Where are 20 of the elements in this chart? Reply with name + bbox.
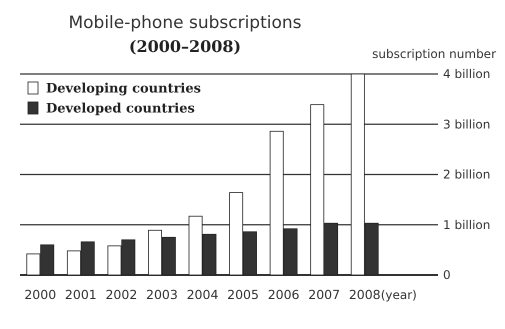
x-tick-label: 2005 bbox=[227, 287, 259, 302]
x-tick-label: 2002 bbox=[105, 287, 138, 302]
x-tick-label: 2008 bbox=[348, 287, 381, 302]
legend-label: Developed countries bbox=[46, 102, 195, 117]
y-tick-label: 4 billion bbox=[443, 67, 490, 82]
y-tick-label: 1 billion bbox=[443, 218, 490, 232]
x-tick-label: 2006 bbox=[268, 287, 300, 302]
x-tick-label: 2000 bbox=[24, 287, 56, 302]
chart-subtitle: (2000–2008) bbox=[128, 37, 242, 56]
y-tick-label: 3 billion bbox=[443, 117, 490, 132]
legend-label: Developing countries bbox=[46, 82, 201, 97]
y-tick-label: 2 billion bbox=[443, 168, 490, 182]
y-axis-title: subscription number bbox=[372, 47, 496, 61]
x-axis-title: (year) bbox=[380, 288, 417, 302]
x-tick-label: 2003 bbox=[146, 287, 178, 302]
x-tick-label: 2004 bbox=[186, 287, 218, 302]
x-tick-label: 2007 bbox=[308, 287, 340, 302]
y-tick-label: 0 bbox=[443, 268, 451, 282]
chart-title: Mobile-phone subscriptions bbox=[68, 13, 302, 33]
x-tick-label: 2001 bbox=[64, 287, 97, 302]
